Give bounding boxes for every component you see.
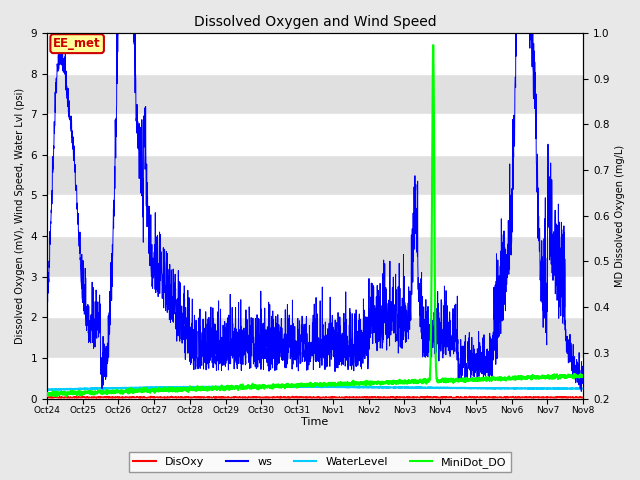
Bar — [47, 358, 583, 398]
Bar — [47, 114, 583, 155]
Bar — [47, 33, 583, 73]
Bar — [47, 73, 583, 114]
Y-axis label: Dissolved Oxygen (mV), Wind Speed, Water Lvl (psi): Dissolved Oxygen (mV), Wind Speed, Water… — [15, 88, 25, 344]
Y-axis label: MD Dissolved Oxygen (mg/L): MD Dissolved Oxygen (mg/L) — [615, 144, 625, 287]
Bar — [47, 317, 583, 358]
Bar — [47, 155, 583, 195]
Bar — [47, 195, 583, 236]
Bar — [47, 236, 583, 276]
X-axis label: Time: Time — [301, 417, 329, 427]
Text: EE_met: EE_met — [53, 37, 101, 50]
Legend: DisOxy, ws, WaterLevel, MiniDot_DO: DisOxy, ws, WaterLevel, MiniDot_DO — [129, 452, 511, 472]
Title: Dissolved Oxygen and Wind Speed: Dissolved Oxygen and Wind Speed — [194, 15, 436, 29]
Bar — [47, 276, 583, 317]
